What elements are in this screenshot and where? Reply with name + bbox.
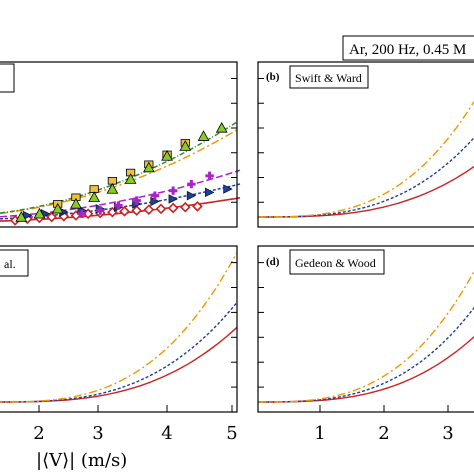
panel-d-frame [257, 245, 474, 413]
panel-b-frame [257, 61, 474, 228]
marker-a-navy-8 [168, 194, 179, 204]
marker-a-green-8 [161, 150, 173, 161]
panel-d-curve-red [258, 335, 474, 403]
marker-a-red-12 [155, 203, 167, 215]
marker-a-purple-7 [205, 171, 214, 181]
marker-a-green-2 [51, 202, 64, 214]
markers-layer [9, 121, 233, 226]
panel-d-curve-navy [258, 306, 474, 403]
marker-a-purple-4 [150, 191, 160, 200]
panel-b-label-box: (b) Swift & Ward [266, 65, 369, 89]
panel-b-letter: (b) [266, 71, 280, 83]
x-tick-label-d-3: 3 [442, 423, 453, 444]
panel-c-curve-red [0, 326, 238, 403]
x-tick-label-a-4: 4 [161, 423, 172, 444]
x-axis-label: |⟨V⟩| (m/s) [36, 450, 127, 471]
marker-a-navy-10 [205, 187, 215, 198]
marker-a-green-1 [33, 207, 46, 219]
marker-a-red-3 [46, 211, 57, 223]
header-box: Ar, 200 Hz, 0.45 M [342, 35, 474, 61]
marker-a-green-4 [88, 191, 101, 202]
marker-a-red-9 [119, 205, 130, 217]
marker-a-green-7 [142, 161, 155, 173]
marker-a-red-15 [192, 201, 203, 212]
panel-b-curve-orange [258, 100, 474, 218]
panel-c-frame [0, 245, 238, 413]
header-box-text: Ar, 200 Hz, 0.45 M [349, 42, 466, 58]
marker-a-navy-11 [223, 184, 233, 194]
panel-b-curve-red [258, 165, 474, 218]
panel-c-curve-navy [0, 301, 238, 403]
tick-labels: 2 3 4 5 1 2 3 [33, 423, 453, 444]
marker-a-green-3 [70, 197, 82, 209]
marker-a-red-14 [179, 201, 191, 213]
marker-a-red-13 [167, 202, 179, 214]
marker-a-green-9 [179, 140, 192, 151]
marker-a-green-10 [197, 130, 210, 141]
panel-b-curve-navy [258, 136, 474, 218]
panel-frames [0, 61, 474, 413]
panel-c-label: al. [4, 257, 16, 271]
marker-a-purple-5 [168, 186, 178, 195]
marker-a-purple-2 [114, 201, 123, 210]
marker-a-green-5 [106, 183, 119, 194]
panel-d-letter: (d) [266, 256, 280, 268]
marker-a-purple-6 [187, 179, 196, 189]
panel-c-curve-orange [0, 252, 238, 403]
panel-d-label: Gedeon & Wood [295, 256, 376, 270]
fit-line-purple [0, 169, 241, 218]
marker-a-green-6 [124, 173, 137, 184]
panel-d-label-box: (d) Gedeon & Wood [266, 249, 385, 275]
panel-b-label: Swift & Ward [295, 71, 362, 85]
marker-a-purple-3 [132, 196, 141, 205]
x-tick-label-d-2: 2 [378, 423, 389, 444]
marker-a-green-0 [15, 211, 28, 222]
marker-a-purple-0 [77, 209, 87, 218]
x-tick-label-d-1: 1 [314, 423, 325, 444]
panel-d-curve-orange [258, 270, 474, 403]
marker-a-purple-1 [96, 206, 105, 215]
marker-a-navy-9 [186, 190, 197, 201]
panel-a-frame [0, 61, 238, 228]
panel-a-label-box [0, 63, 15, 93]
x-tick-label-a-2: 2 [33, 423, 44, 444]
fit-line-green [0, 121, 238, 214]
x-tick-label-a-5: 5 [226, 423, 237, 444]
panel-c-label-box: al. [0, 249, 29, 277]
marker-a-red-11 [143, 204, 155, 216]
marker-a-green-11 [215, 121, 228, 133]
fit-line-orange [0, 129, 238, 215]
x-tick-label-a-3: 3 [92, 423, 103, 444]
marker-a-red-10 [131, 205, 143, 216]
